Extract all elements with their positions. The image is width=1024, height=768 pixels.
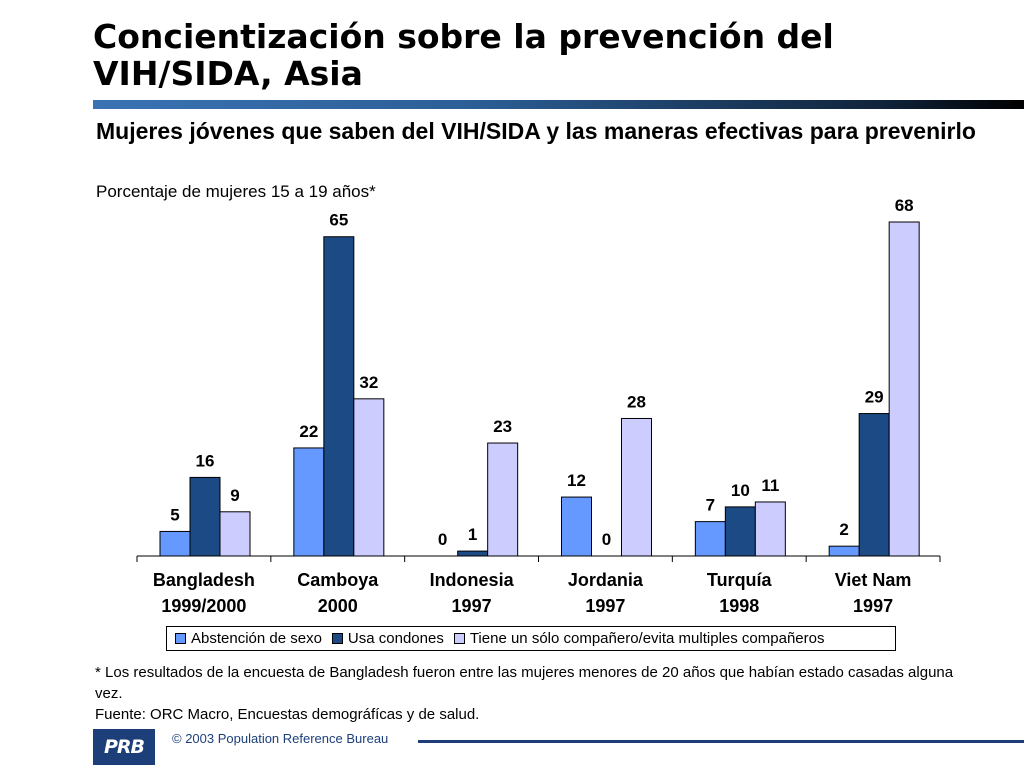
data-label: 0 xyxy=(602,530,611,549)
category-label: 1999/2000 xyxy=(161,596,246,616)
legend-item-abstencion: Abstención de sexo xyxy=(175,630,322,647)
data-label: 9 xyxy=(230,486,239,505)
category-label: Indonesia xyxy=(430,570,515,590)
legend-swatch xyxy=(175,633,186,644)
data-label: 65 xyxy=(329,211,348,230)
data-label: 1 xyxy=(468,525,477,544)
category-label: 1998 xyxy=(719,596,759,616)
data-label: 11 xyxy=(761,476,779,495)
category-label: Bangladesh xyxy=(153,570,255,590)
bar xyxy=(323,236,355,557)
bar xyxy=(724,506,756,557)
category-label: 1997 xyxy=(585,596,625,616)
bar xyxy=(828,545,860,557)
bar xyxy=(159,530,191,557)
legend-item-condones: Usa condones xyxy=(331,630,444,647)
data-label: 5 xyxy=(170,505,179,524)
footnote-note: * Los resultados de la encuesta de Bangl… xyxy=(95,664,954,702)
bar xyxy=(561,496,592,557)
data-label: 10 xyxy=(731,481,750,500)
bar xyxy=(353,398,385,557)
data-label: 32 xyxy=(359,373,378,392)
bar xyxy=(189,476,221,557)
footnote-source: Fuente: ORC Macro, Encuestas demográfíca… xyxy=(95,706,480,723)
data-label: 2 xyxy=(839,520,848,539)
slide-title: Concientización sobre la prevención del … xyxy=(93,17,834,93)
bar xyxy=(457,550,489,557)
data-label: 12 xyxy=(567,471,586,490)
data-label: 28 xyxy=(627,392,646,411)
category-label: Jordania xyxy=(568,570,644,590)
chart-subtitle: Mujeres jóvenes que saben del VIH/SIDA y… xyxy=(96,118,976,144)
footer-divider xyxy=(418,740,1024,743)
data-label: 29 xyxy=(865,388,884,407)
category-label: 1997 xyxy=(452,596,492,616)
copyright-text: © 2003 Population Reference Bureau xyxy=(172,731,389,746)
data-label: 16 xyxy=(196,451,215,470)
bar-chart: 5 16 9 Bangladesh 1999/2000 22 65 32 Camboya 2000… xyxy=(136,196,941,616)
legend-item-un-companero: Tiene un sólo compañero/evita multiples … xyxy=(453,630,825,647)
bar xyxy=(888,221,920,557)
legend-label: Usa condones xyxy=(347,630,444,647)
legend-label: Tiene un sólo compañero/evita multiples … xyxy=(469,630,825,647)
data-label: 22 xyxy=(299,422,318,441)
legend-label: Abstención de sexo xyxy=(191,630,322,647)
data-label: 0 xyxy=(438,530,447,549)
prb-logo: PRB xyxy=(93,729,155,765)
title-divider xyxy=(93,100,1024,109)
category-label: 1997 xyxy=(853,596,893,616)
bar xyxy=(293,447,325,557)
legend-swatch xyxy=(331,633,343,644)
bar xyxy=(754,501,786,557)
footnote: * Los resultados de la encuesta de Bangl… xyxy=(95,662,975,725)
data-label: 68 xyxy=(895,196,914,215)
bar xyxy=(487,442,519,557)
bar xyxy=(694,521,726,557)
legend-swatch xyxy=(453,633,465,644)
bar xyxy=(621,417,652,557)
category-label: Camboya xyxy=(297,570,379,590)
data-label: 7 xyxy=(706,496,715,515)
category-label: 2000 xyxy=(318,596,358,616)
category-label: Turquía xyxy=(707,570,773,590)
bar xyxy=(858,413,890,557)
chart-legend: Abstención de sexo Usa condones Tiene un… xyxy=(166,626,896,651)
category-label: Viet Nam xyxy=(835,570,912,590)
bar xyxy=(219,511,251,557)
data-label: 23 xyxy=(493,417,512,436)
units-label: Porcentaje de mujeres 15 a 19 años* xyxy=(96,182,376,201)
